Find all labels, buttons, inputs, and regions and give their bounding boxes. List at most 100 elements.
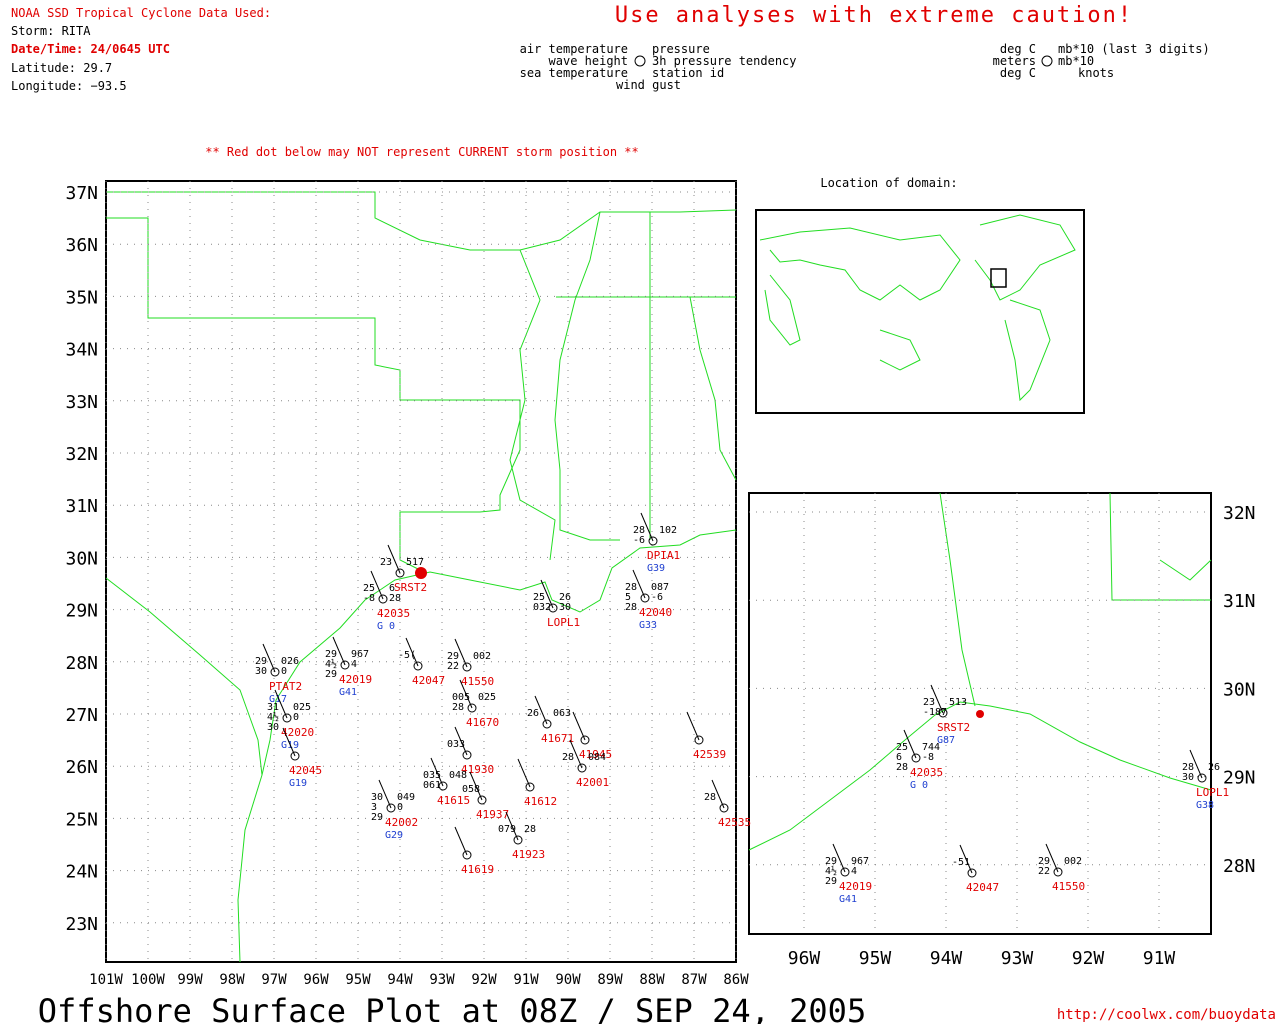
lon-label: 91W [1143,948,1176,969]
wind-barb [640,512,654,542]
lon-label: 92W [471,972,497,988]
station-id: 42020 [281,726,314,739]
lat-label: 35N [65,287,98,308]
wind-barb [517,758,531,788]
station-obs: 30 [371,792,383,803]
station-obs: 048 [449,770,467,781]
storm: Storm: RITA [11,24,91,38]
station-obs: 26 [527,708,539,719]
station-obs: G33 [639,620,657,631]
station-obs: 4½ [267,711,279,723]
station-obs: 28 [562,752,574,763]
station-obs: 22 [1038,866,1050,877]
station-obs: 28 [524,824,536,835]
station-marker [542,719,552,729]
station-obs: 28 [625,602,637,613]
storm-position [976,710,984,718]
lat-label: 32N [1223,503,1256,524]
station-obs: 087 [651,582,669,593]
wind-barb [572,711,586,741]
station-id: 41619 [461,863,494,876]
wind-barb [282,727,296,757]
wind-barb [405,637,419,667]
lon-label: 89W [597,972,623,988]
station-obs: 22 [447,661,459,672]
station-obs: 28 [1182,762,1194,773]
wind-barb [332,636,346,666]
station-obs: 517 [406,557,424,568]
station-obs: -6 [651,592,663,603]
station-obs: -8 [363,593,375,604]
station-obs: 29 [447,651,459,662]
station-marker [525,782,535,792]
station-obs: 30 [559,602,571,613]
station-id: 42019 [339,673,372,686]
station-marker [378,594,388,604]
station-id: 42539 [693,748,726,761]
station-obs: 033 [447,739,465,750]
station-obs: G39 [647,563,665,574]
wind-barb [930,684,944,714]
lat-label: 30N [65,548,98,569]
wind-barb [1189,749,1203,779]
legend-unit: mb*10 (last 3 digits) [1058,42,1210,56]
station-obs: 28 [633,525,645,536]
wind-barb [903,729,917,759]
legend-label: wave height [549,54,628,68]
station-marker [548,603,558,613]
legend-circle [634,55,646,67]
station-id: 41671 [541,732,574,745]
footer-url: http://coolwx.com/buoydata [1057,1007,1276,1023]
wind-barb [540,579,554,609]
station-obs: 002 [1064,856,1082,867]
lon-label: 94W [387,972,413,988]
station-id: SRST2 [394,581,427,594]
station-obs: -6 [633,535,645,546]
legend-label: sea temperature [520,66,628,80]
station-obs: G87 [937,735,955,746]
station-obs: -8 [922,752,934,763]
station-marker [911,753,921,763]
station-id: 42035 [910,766,943,779]
station-obs: 061 [423,780,441,791]
lat-label: 32N [65,444,98,465]
wind-barb [459,679,473,709]
station-obs: 6 [896,752,902,763]
station-obs: 049 [397,792,415,803]
station-id: 41930 [461,763,494,776]
station-obs: 0 [397,802,403,813]
lat-label: 26N [65,757,98,778]
station-obs: 25 [533,592,545,603]
station-obs: 3 [371,802,377,813]
lon-label: 96W [303,972,329,988]
station-obs: 28 [452,702,464,713]
legend-label: air temperature [520,42,628,56]
lon-label: 87W [681,972,707,988]
station-marker [340,660,350,670]
lon-label: 93W [1001,948,1034,969]
station-obs: -5( [398,650,416,661]
station-marker [270,667,280,677]
station-marker [719,803,729,813]
station-obs: 29 [325,649,337,660]
station-obs: 079 [498,824,516,835]
footer-title: Offshore Surface Plot at 08Z / SEP 24, 2… [38,992,866,1024]
station-obs: G17 [269,694,287,705]
lat-label: 34N [65,340,98,361]
lat-label: 24N [65,862,98,883]
station-obs: 002 [473,651,491,662]
lat-label: 30N [1223,679,1256,700]
station-marker [840,867,850,877]
station-marker [513,835,523,845]
station-obs: 5 [625,592,631,603]
wind-barb [430,757,444,787]
station-obs: 29 [325,669,337,680]
lat-label: 28N [1223,856,1256,877]
station-id: 42035 [377,607,410,620]
wind-barb [959,844,973,874]
station-obs: 25 [896,742,908,753]
wind-barb [274,689,288,719]
station-id: 42019 [839,880,872,893]
station-obs: 005 [452,692,470,703]
